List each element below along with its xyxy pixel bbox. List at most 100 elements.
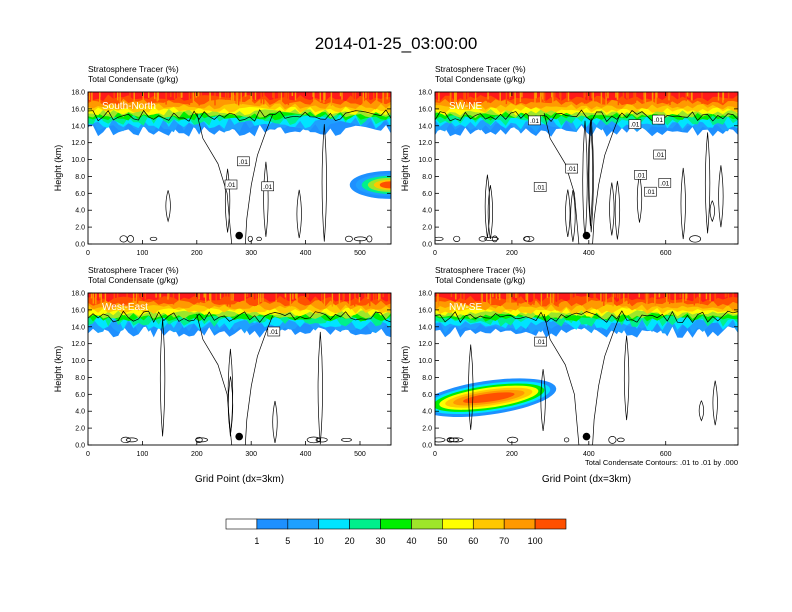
tracer-streak bbox=[622, 92, 625, 99]
tracer-streak bbox=[586, 293, 588, 306]
tracer-streak bbox=[664, 293, 666, 301]
tracer-streak bbox=[95, 293, 97, 299]
colorbar-box bbox=[503, 518, 536, 530]
contour-line bbox=[614, 180, 621, 240]
contour-loop bbox=[119, 235, 128, 243]
contour-label-text: .01 bbox=[536, 185, 545, 192]
tracer-streak bbox=[263, 92, 265, 105]
tracer-streak bbox=[517, 293, 519, 306]
tracer-streak bbox=[165, 92, 167, 105]
tracer-streak bbox=[142, 92, 144, 104]
figure-title: 2014-01-25_03:00:00 bbox=[315, 34, 478, 53]
tracer-streak bbox=[686, 92, 689, 97]
tracer-streak bbox=[284, 293, 287, 298]
contour-loop bbox=[366, 235, 373, 243]
tracer-streak bbox=[307, 293, 309, 298]
tracer-streak bbox=[324, 92, 326, 100]
tracer-streak bbox=[449, 92, 452, 104]
tracer-streak bbox=[319, 92, 321, 102]
tracer-streak bbox=[611, 293, 613, 298]
y-tick-label: 14.0 bbox=[418, 123, 432, 130]
tracer-streak bbox=[367, 92, 369, 101]
x-axis-label: Grid Point (dx=3km) bbox=[195, 474, 284, 485]
tracer-streak bbox=[119, 92, 121, 103]
contour-line bbox=[570, 190, 576, 242]
y-tick-label: 0.0 bbox=[75, 242, 85, 249]
tracer-streak bbox=[177, 92, 179, 100]
tracer-streak bbox=[230, 293, 232, 301]
y-tick-label: 16.0 bbox=[418, 307, 432, 314]
tracer-streak bbox=[260, 293, 262, 302]
contour-label-text: .01 bbox=[630, 122, 639, 129]
tracer-streak bbox=[227, 92, 229, 99]
tracer-streak bbox=[323, 293, 326, 307]
panel-subtitle-1: Stratosphere Tracer (%) bbox=[88, 265, 179, 275]
y-tick-label: 10.0 bbox=[418, 358, 432, 365]
tracer-streak bbox=[512, 293, 514, 298]
tracer-streak bbox=[132, 293, 135, 305]
tracer-streak bbox=[455, 92, 457, 103]
panel-south-north: Stratosphere Tracer (%)Total Condensate … bbox=[53, 64, 392, 257]
colorbar-box bbox=[472, 518, 505, 530]
colorbar-box bbox=[256, 518, 289, 530]
tracer-streak bbox=[724, 293, 727, 298]
tracer-streak bbox=[352, 92, 354, 103]
contour-loop bbox=[563, 437, 570, 443]
tracer-streak bbox=[209, 92, 211, 105]
location-point bbox=[582, 432, 591, 441]
contour-label-text: .01 bbox=[269, 329, 278, 336]
contour-line bbox=[165, 190, 171, 223]
tracer-streak bbox=[600, 293, 602, 303]
tracer-streak bbox=[255, 293, 257, 306]
tracer-streak bbox=[619, 293, 621, 302]
panel-subtitle-1: Stratosphere Tracer (%) bbox=[435, 64, 526, 74]
tracer-streak bbox=[180, 92, 182, 98]
tracer-streak bbox=[693, 293, 695, 306]
tracer-field: .01 NW-SE bbox=[435, 293, 738, 445]
tracer-streak bbox=[705, 293, 708, 300]
tracer-streak bbox=[254, 92, 257, 100]
tracer-streak bbox=[674, 293, 676, 305]
y-tick-label: 2.0 bbox=[75, 426, 85, 433]
tracer-streak bbox=[203, 293, 205, 298]
footnote: Total Condensate Contours: .01 to .01 by… bbox=[585, 458, 738, 467]
tracer-streak bbox=[638, 293, 640, 298]
tracer-streak bbox=[646, 293, 648, 305]
tracer-streak bbox=[540, 293, 543, 306]
tracer-streak bbox=[709, 293, 711, 302]
colorbar-label: 1 bbox=[254, 536, 259, 546]
tracer-streak bbox=[260, 92, 262, 104]
x-tick-label: 200 bbox=[191, 250, 203, 257]
tracer-streak bbox=[382, 293, 384, 298]
y-tick-label: 10.0 bbox=[71, 358, 85, 365]
x-tick-label: 300 bbox=[245, 250, 257, 257]
contour-label: .01 bbox=[634, 170, 647, 180]
tracer-streak bbox=[668, 92, 670, 101]
tracer-streak bbox=[626, 92, 628, 99]
tracer-streak bbox=[99, 293, 101, 298]
contour-line bbox=[587, 121, 594, 226]
tracer-streak bbox=[99, 92, 101, 105]
x-tick-label: 600 bbox=[660, 451, 672, 458]
tracer-streak bbox=[252, 293, 254, 302]
contour-line bbox=[623, 335, 630, 421]
tracer-streak bbox=[533, 293, 535, 303]
tracer-streak bbox=[603, 293, 605, 306]
x-tick-label: 600 bbox=[660, 250, 672, 257]
contour-loop bbox=[446, 437, 460, 443]
condensate-contours bbox=[435, 109, 738, 244]
x-axis-label: Grid Point (dx=3km) bbox=[542, 474, 631, 485]
tracer-streak bbox=[688, 92, 690, 98]
tracer-streak bbox=[594, 293, 596, 299]
tracer-streak bbox=[236, 92, 238, 105]
y-tick-label: 2.0 bbox=[422, 426, 432, 433]
tracer-streak bbox=[238, 92, 240, 106]
tracer-streak bbox=[666, 92, 668, 101]
tracer-streak bbox=[90, 293, 93, 299]
contour-label: .01 bbox=[653, 149, 667, 160]
tracer-streak bbox=[219, 293, 222, 299]
tracer-streak bbox=[515, 293, 517, 298]
contour-line bbox=[227, 348, 234, 437]
x-tick-label: 0 bbox=[433, 250, 437, 257]
tracer-streak bbox=[727, 92, 730, 100]
